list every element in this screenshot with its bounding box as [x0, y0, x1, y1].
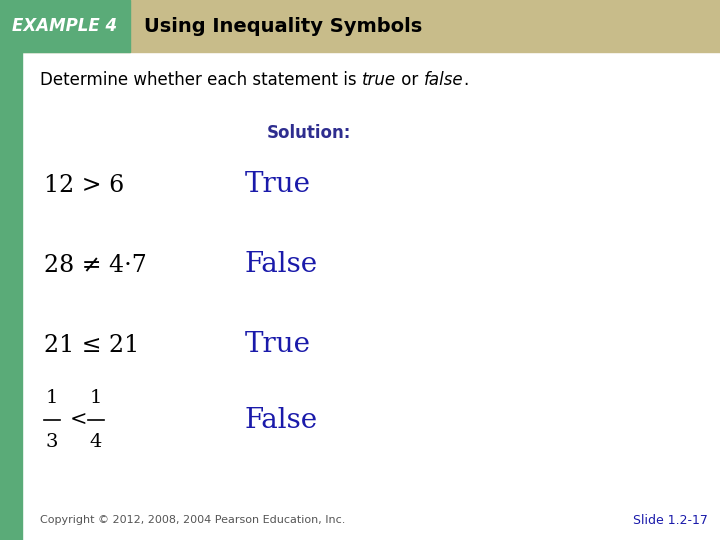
Text: .: .: [463, 71, 469, 89]
Text: 1: 1: [46, 389, 58, 407]
Text: False: False: [245, 252, 318, 279]
Text: Using Inequality Symbols: Using Inequality Symbols: [144, 17, 422, 36]
Text: Solution:: Solution:: [266, 124, 351, 142]
Text: Determine whether each statement is: Determine whether each statement is: [40, 71, 362, 89]
Text: or: or: [396, 71, 423, 89]
Text: 1: 1: [90, 389, 102, 407]
Text: <: <: [70, 410, 88, 429]
Text: 12 > 6: 12 > 6: [44, 173, 125, 197]
Text: False: False: [245, 407, 318, 434]
Bar: [0, 0, 130, 52]
Text: Copyright © 2012, 2008, 2004 Pearson Education, Inc.: Copyright © 2012, 2008, 2004 Pearson Edu…: [40, 515, 346, 525]
Text: true: true: [362, 71, 396, 89]
Text: 28 ≠ 4·7: 28 ≠ 4·7: [44, 253, 147, 276]
Text: Slide 1.2-17: Slide 1.2-17: [633, 514, 708, 526]
Text: 21 ≤ 21: 21 ≤ 21: [44, 334, 139, 356]
Text: 3: 3: [46, 433, 58, 451]
Text: EXAMPLE 4: EXAMPLE 4: [12, 17, 117, 35]
Bar: [0, 0, 22, 540]
Text: True: True: [245, 332, 311, 359]
Text: false: false: [423, 71, 463, 89]
Bar: [0, 0, 720, 52]
Text: 4: 4: [90, 433, 102, 451]
Text: True: True: [245, 172, 311, 199]
